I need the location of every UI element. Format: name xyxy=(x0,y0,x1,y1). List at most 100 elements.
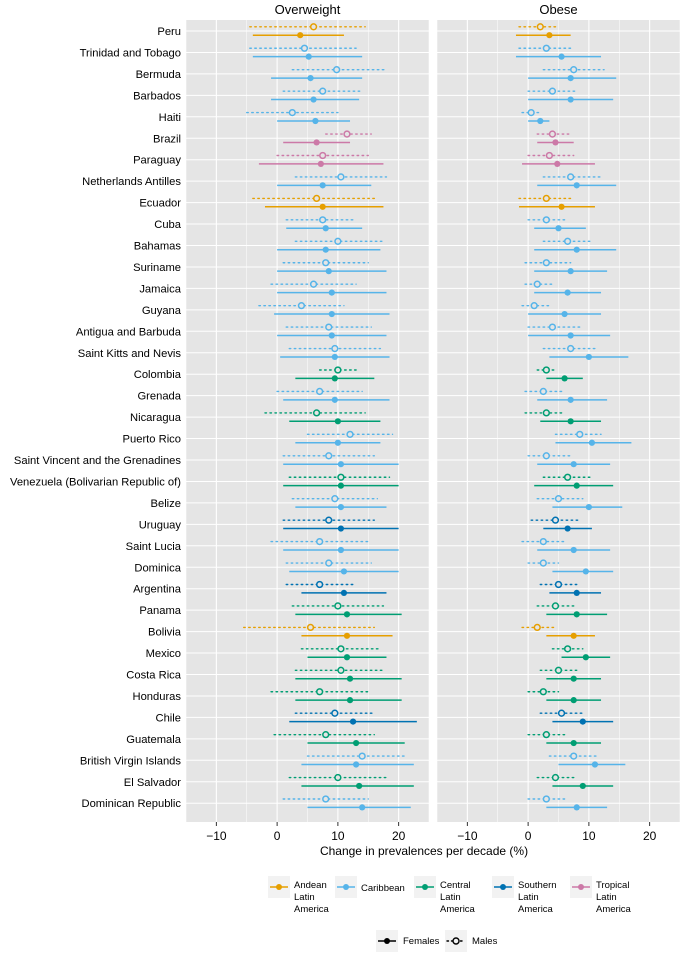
female-point-overweight-panama xyxy=(343,611,351,618)
x-tick-label-obese: 10 xyxy=(582,829,596,843)
male-point-overweight-colombia xyxy=(334,366,342,374)
female-point-overweight-netherlands-antilles xyxy=(319,182,326,189)
female-point-overweight-argentina xyxy=(340,589,348,597)
female-point-overweight-saint-kitts-and-nevis xyxy=(331,353,338,361)
country-label-haiti: Haiti xyxy=(159,112,181,124)
female-point-overweight-barbados xyxy=(310,96,317,103)
female-point-overweight-costa-rica xyxy=(346,675,354,682)
female-point-overweight-guatemala xyxy=(353,739,360,747)
country-label-dominica: Dominica xyxy=(134,562,181,574)
female-point-obese-bermuda xyxy=(567,75,574,82)
legend-dot-females xyxy=(384,938,390,944)
plot-panels: Overweight Obese xyxy=(185,0,681,822)
male-point-overweight-saint-kitts-and-nevis xyxy=(331,344,339,353)
male-point-overweight-grenada xyxy=(316,387,324,396)
male-point-obese-paraguay xyxy=(545,151,554,160)
female-point-obese-saint-lucia xyxy=(570,546,577,554)
legend-label-caribbean: Caribbean xyxy=(361,883,405,894)
male-point-obese-british-virgin-islands xyxy=(570,752,578,760)
male-point-obese-jamaica xyxy=(533,280,541,288)
male-point-overweight-cuba xyxy=(319,216,327,224)
male-point-overweight-mexico xyxy=(337,645,345,653)
country-label-british-virgin-islands: British Virgin Islands xyxy=(80,755,182,767)
male-point-overweight-suriname xyxy=(322,259,330,267)
male-point-obese-peru xyxy=(536,23,544,31)
male-point-obese-colombia xyxy=(542,366,550,374)
country-labels: Peru Trinidad and Tobago Bermuda Barbados Ha… xyxy=(10,26,182,810)
male-point-obese-cuba xyxy=(542,216,550,224)
country-label-saint-lucia: Saint Lucia xyxy=(126,541,182,553)
female-point-obese-mexico xyxy=(582,654,589,661)
female-point-overweight-antigua-and-barbuda xyxy=(328,332,335,339)
country-label-belize: Belize xyxy=(151,498,181,510)
female-point-overweight-dominican-republic xyxy=(359,804,366,811)
female-point-obese-guatemala xyxy=(570,739,577,747)
panel-overweight: Overweight xyxy=(185,0,430,822)
country-label-puerto-rico: Puerto Rico xyxy=(123,434,181,446)
male-point-overweight-trinidad-and-tobago xyxy=(300,44,309,52)
male-point-overweight-puerto-rico xyxy=(346,430,354,439)
male-point-overweight-saint-vincent-and-the-grenadines xyxy=(325,452,333,460)
female-point-obese-jamaica xyxy=(564,289,571,296)
x-tick-label-overweight: 20 xyxy=(392,829,406,843)
panel-title-overweight: Overweight xyxy=(275,2,341,17)
x-axis-label: Change in prevalences per decade (%) xyxy=(320,844,528,858)
male-point-obese-el-salvador xyxy=(551,773,560,782)
male-point-obese-saint-lucia xyxy=(539,537,547,546)
female-point-overweight-saint-lucia xyxy=(337,546,345,554)
country-label-colombia: Colombia xyxy=(134,369,182,381)
female-point-obese-peru xyxy=(546,32,553,39)
country-label-dominican-republic: Dominican Republic xyxy=(82,798,182,810)
legend-label-central: Central Latin America xyxy=(440,880,476,915)
x-tick-label-obese: 0 xyxy=(525,829,532,843)
x-tick-label-obese: −10 xyxy=(457,829,478,843)
country-label-costa-rica: Costa Rica xyxy=(126,670,181,682)
female-point-overweight-mexico xyxy=(343,654,351,661)
male-point-obese-argentina xyxy=(554,580,563,589)
legend-label-southern: Southern Latin America xyxy=(518,880,557,915)
female-point-obese-haiti xyxy=(537,117,544,125)
female-point-obese-colombia xyxy=(561,375,568,382)
female-point-obese-puerto-rico xyxy=(588,439,596,446)
country-label-venezuela-bolivarian-republic-of: Venezuela (Bolivarian Republic of) xyxy=(10,476,181,488)
male-point-obese-guatemala xyxy=(542,731,550,739)
female-point-overweight-belize xyxy=(337,504,345,511)
male-point-obese-honduras xyxy=(539,688,547,696)
female-point-overweight-brazil xyxy=(313,139,320,146)
male-point-overweight-jamaica xyxy=(309,280,318,288)
female-point-obese-trinidad-and-tobago xyxy=(558,53,565,60)
female-point-obese-chile xyxy=(579,718,586,725)
male-point-obese-panama xyxy=(551,602,560,610)
male-point-obese-saint-kitts-and-nevis xyxy=(567,344,575,353)
male-point-overweight-ecuador xyxy=(312,194,321,203)
male-point-obese-haiti xyxy=(527,108,535,117)
female-point-obese-cuba xyxy=(555,225,562,232)
male-point-overweight-costa-rica xyxy=(337,666,345,674)
country-label-saint-vincent-and-the-grenadines: Saint Vincent and the Grenadines xyxy=(14,455,182,467)
legend-dot-southern xyxy=(500,884,506,890)
male-point-overweight-barbados xyxy=(319,87,327,95)
male-point-overweight-panama xyxy=(334,602,342,610)
female-point-obese-venezuela-bolivarian-republic-of xyxy=(573,482,580,489)
female-point-obese-grenada xyxy=(567,396,574,403)
legend-dot-males xyxy=(452,937,460,945)
male-point-overweight-british-virgin-islands xyxy=(358,752,366,760)
female-point-overweight-jamaica xyxy=(328,289,335,296)
female-point-overweight-bolivia xyxy=(343,632,351,639)
male-point-obese-puerto-rico xyxy=(576,430,584,439)
female-point-obese-ecuador xyxy=(558,203,565,210)
male-point-obese-ecuador xyxy=(542,194,550,203)
legend-dot-central xyxy=(422,884,428,890)
male-point-overweight-chile xyxy=(331,709,339,717)
male-point-overweight-saint-lucia xyxy=(316,537,324,546)
male-point-overweight-nicaragua xyxy=(312,409,321,417)
male-point-overweight-venezuela-bolivarian-republic-of xyxy=(337,473,345,481)
female-point-obese-el-salvador xyxy=(579,782,586,790)
male-point-overweight-peru xyxy=(309,23,318,31)
female-point-obese-bolivia xyxy=(570,632,577,639)
country-label-guyana: Guyana xyxy=(142,305,182,317)
male-point-obese-grenada xyxy=(539,387,547,396)
legend-dot-andean xyxy=(276,884,282,890)
country-label-saint-kitts-and-nevis: Saint Kitts and Nevis xyxy=(78,348,182,360)
